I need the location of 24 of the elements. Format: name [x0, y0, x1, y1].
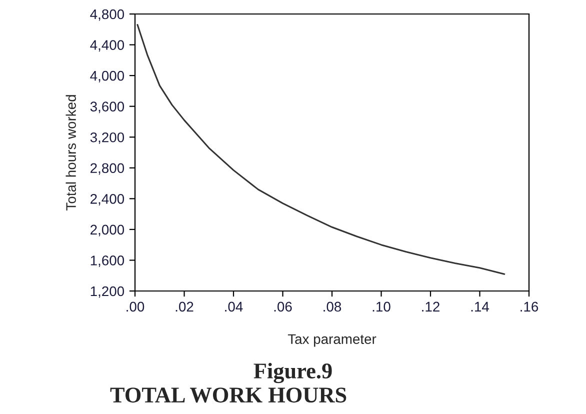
- x-tick-label: .14: [471, 302, 489, 312]
- text: TOTAL WORK HOURS: [110, 388, 346, 403]
- y-tick-label: 3,200: [90, 132, 124, 144]
- line-series: [136, 24, 506, 275]
- y-axis-title: Total hours worked: [66, 95, 76, 210]
- y-tick-label: 1,200: [90, 286, 124, 298]
- x-tick-label: .06: [274, 302, 292, 312]
- x-tick-label: .00: [126, 302, 144, 312]
- x-tick-label: .10: [372, 302, 390, 312]
- y-tick-label: 2,000: [90, 224, 124, 236]
- x-tick-label: .02: [176, 302, 194, 312]
- x-tick-label: .04: [225, 302, 243, 312]
- text: Figure.9: [254, 362, 332, 384]
- x-tick-label: .12: [422, 302, 440, 312]
- x-tick-label: .08: [324, 302, 342, 312]
- y-tick-label: 2,800: [90, 163, 124, 175]
- y-tick-label: 1,600: [90, 256, 124, 268]
- y-tick-label: 3,600: [90, 102, 124, 114]
- y-tick-label: 4,800: [90, 9, 124, 21]
- x-tick-label: .16: [520, 302, 538, 312]
- y-tick-label: 4,400: [90, 40, 124, 52]
- y-tick-label: 2,400: [90, 194, 124, 206]
- y-tick-label: 4,000: [90, 70, 124, 82]
- x-axis-title: Tax parameter: [288, 334, 376, 347]
